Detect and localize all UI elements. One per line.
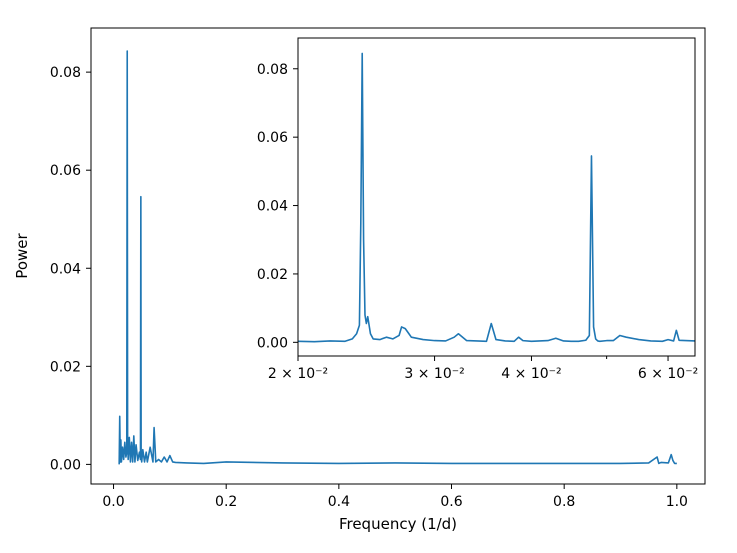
- inset-background: [298, 38, 695, 356]
- inset-y-tick-label: 0.06: [257, 130, 288, 146]
- inset-x-tick-label: 4 × 10⁻²: [501, 366, 561, 382]
- main-y-tick-label: 0.04: [50, 261, 81, 277]
- main-axes: 0.0 0.2 0.4 0.6 0.8 1.0 0.00 0.02 0.04 0.06 0.08 Fr…: [13, 27, 706, 533]
- main-x-tick-label: 0.8: [553, 494, 575, 510]
- x-axis-label: Frequency (1/d): [339, 515, 457, 533]
- inset-x-tick-label: 3 × 10⁻²: [404, 366, 464, 382]
- main-x-tick-label: 0.0: [102, 494, 124, 510]
- main-x-tick-label: 1.0: [666, 494, 688, 510]
- main-x-tick-label: 0.4: [328, 494, 350, 510]
- inset-x-tick-label: 2 × 10⁻²: [268, 366, 328, 382]
- inset-x-tick-label: 6 × 10⁻²: [638, 366, 698, 382]
- inset-axes: 2 × 10⁻² 3 × 10⁻² 4 × 10⁻² 6 × 10⁻² 0.00 0.02…: [257, 37, 698, 382]
- inset-y-tick-label: 0.00: [257, 335, 288, 351]
- main-x-tick-label: 0.2: [215, 494, 237, 510]
- main-x-tick-label: 0.6: [440, 494, 462, 510]
- y-axis-label: Power: [13, 232, 31, 278]
- series-line-0: [297, 52, 696, 343]
- main-y-tick-label: 0.02: [50, 359, 81, 375]
- main-frame: [90, 27, 706, 485]
- series-line-0: [118, 50, 677, 465]
- main-y-tick-label: 0.00: [50, 457, 81, 473]
- inset-y-tick-label: 0.08: [257, 62, 288, 78]
- inset-y-tick-label: 0.02: [257, 267, 288, 283]
- main-y-tick-label: 0.06: [50, 163, 81, 179]
- main-y-tick-label: 0.08: [50, 65, 81, 81]
- inset-y-tick-label: 0.04: [257, 199, 288, 215]
- inset-frame: [297, 37, 696, 357]
